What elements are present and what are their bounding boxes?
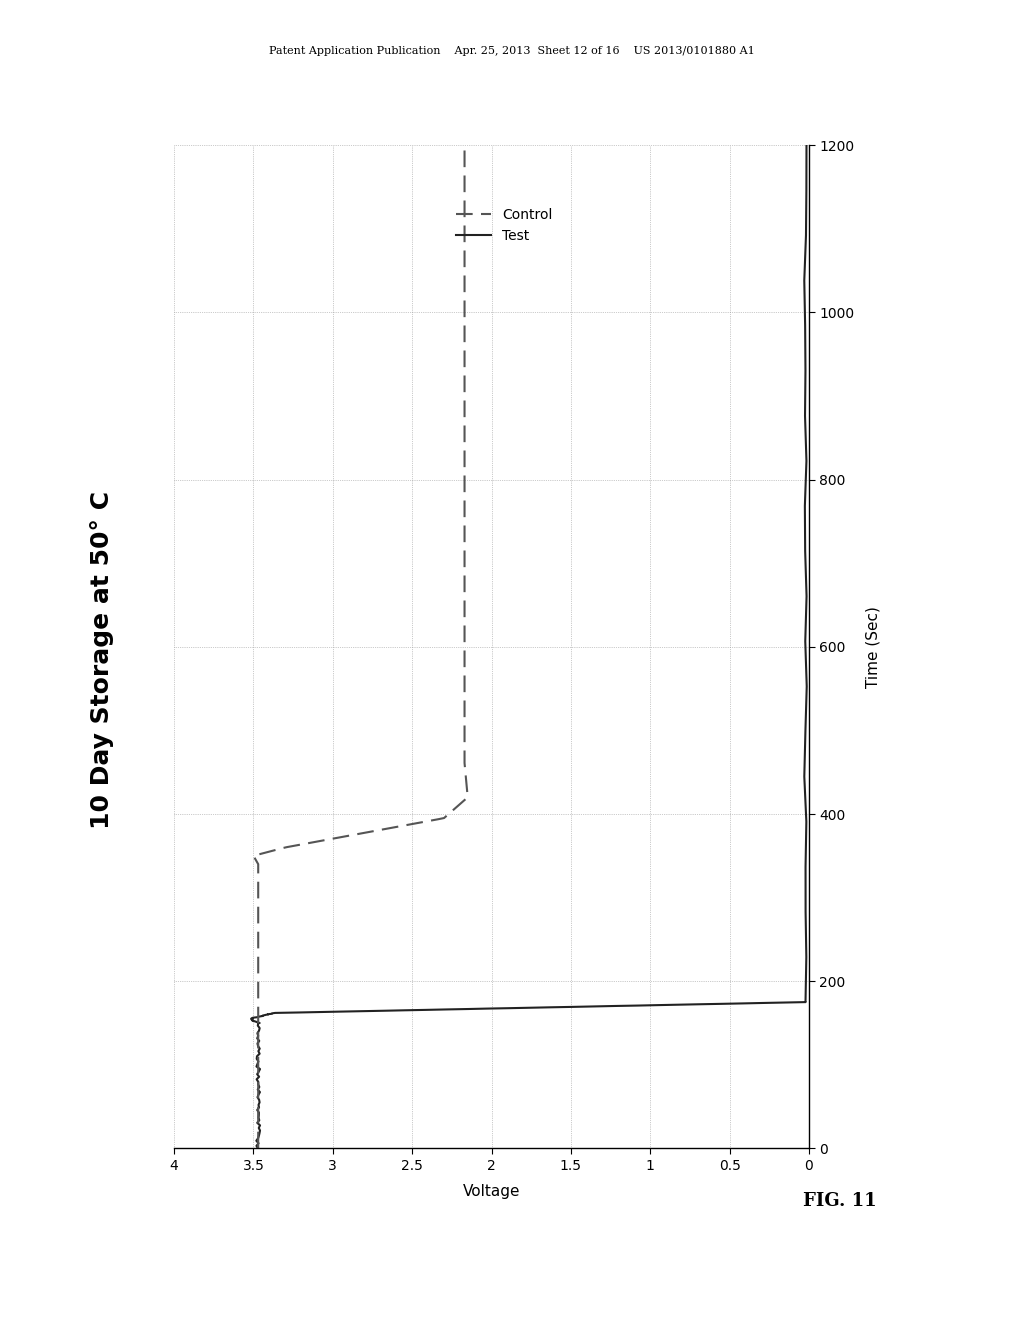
Y-axis label: Time (Sec): Time (Sec): [865, 606, 881, 688]
Legend: Control, Test: Control, Test: [451, 202, 558, 248]
Text: 10 Day Storage at 50° C: 10 Day Storage at 50° C: [90, 491, 115, 829]
Text: Patent Application Publication    Apr. 25, 2013  Sheet 12 of 16    US 2013/01018: Patent Application Publication Apr. 25, …: [269, 46, 755, 57]
X-axis label: Voltage: Voltage: [463, 1184, 520, 1199]
Text: FIG. 11: FIG. 11: [803, 1192, 877, 1210]
